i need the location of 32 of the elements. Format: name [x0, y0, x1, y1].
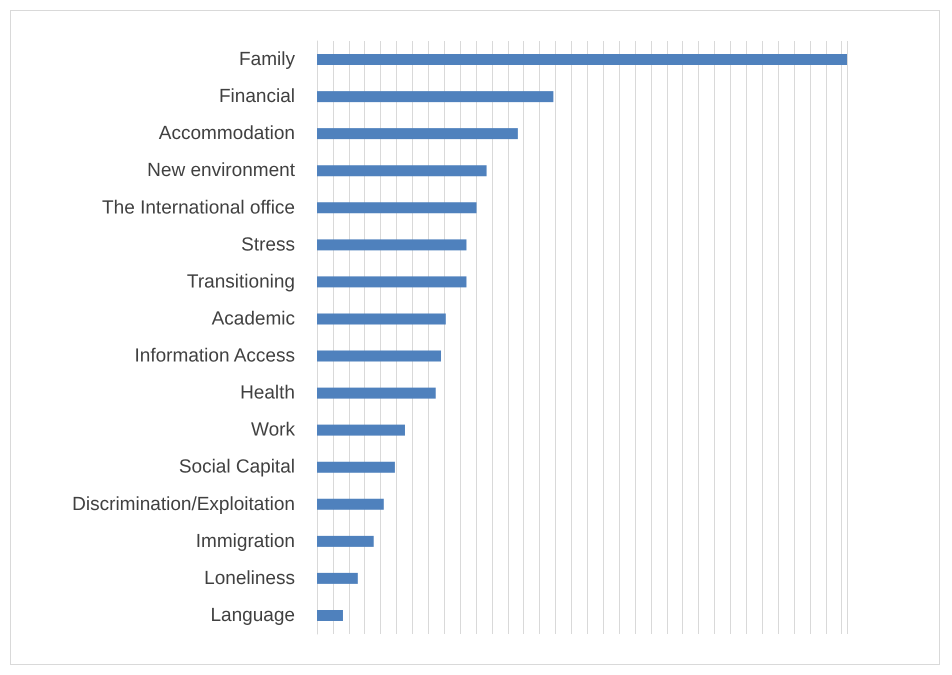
bar [317, 388, 436, 399]
y-tick-label: Stress [241, 234, 295, 256]
bar [317, 498, 384, 510]
bar [317, 536, 374, 547]
y-tick-label: Academic [212, 308, 295, 330]
bar [317, 128, 518, 140]
y-tick-label: Accommodation [158, 123, 295, 144]
y-tick-label: Discrimination/Exploitation [72, 494, 295, 515]
y-tick-label: Loneliness [204, 568, 295, 589]
bar [317, 276, 466, 288]
bar [317, 462, 395, 473]
bar [317, 239, 466, 250]
y-tick-label: Financial [218, 86, 295, 108]
y-tick-label: Information Access [134, 346, 295, 367]
bar [317, 350, 442, 362]
y-tick-label: New environment [147, 160, 296, 182]
y-tick-label: Social Capital [178, 456, 295, 478]
y-tick-label: Language [210, 604, 295, 626]
y-tick-label: The International office [102, 197, 295, 218]
bar [317, 202, 477, 214]
bar [317, 54, 847, 66]
bar [317, 313, 446, 324]
bar [317, 91, 554, 102]
y-tick-label: Immigration [196, 530, 295, 552]
y-tick-label: Transitioning [186, 271, 295, 292]
bar [317, 572, 358, 584]
y-tick-label: Family [239, 49, 296, 70]
bar [317, 424, 405, 436]
y-tick-label: Health [240, 382, 295, 404]
y-tick-label: Work [251, 420, 296, 441]
bar [317, 165, 487, 176]
bar [317, 610, 343, 621]
